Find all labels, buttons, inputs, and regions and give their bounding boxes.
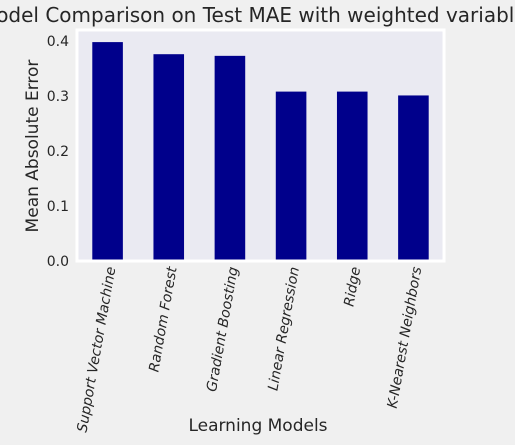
plot-area (77, 30, 444, 261)
x-tick-label: Ridge (341, 266, 364, 308)
bar-ridge (336, 91, 368, 261)
chart-title: Model Comparison on Test MAE with weight… (0, 3, 515, 27)
bars-group (92, 42, 429, 262)
bar-k-nearest-neighbors (398, 95, 429, 261)
y-tick-label: 0.0 (47, 254, 69, 270)
x-axis-label: Learning Models (188, 416, 327, 436)
x-tick-label: K-Nearest Neighbors (385, 266, 426, 410)
x-tick-label: Support Vector Machine (75, 266, 120, 434)
bar-random-forest (153, 54, 185, 262)
bar-linear-regression (275, 91, 307, 261)
x-axis-ticks: Support Vector Machine Random Forest Gradi… (75, 265, 426, 433)
y-tick-label: 0.3 (47, 89, 69, 105)
x-tick-label: Random Forest (146, 265, 180, 373)
y-tick-label: 0.2 (47, 144, 69, 160)
y-tick-label: 0.1 (47, 199, 69, 215)
y-axis-ticks: 0.0 0.1 0.2 0.3 0.4 (47, 34, 69, 270)
y-axis-label: Mean Absolute Error (23, 60, 43, 233)
bar-gradient-boosting (214, 55, 246, 261)
y-tick-label: 0.4 (47, 34, 69, 50)
x-tick-label: Gradient Boosting (204, 266, 242, 394)
bar-support-vector-machine (92, 42, 123, 261)
plot-frame (75, 28, 446, 263)
x-tick-label: Linear Regression (265, 266, 303, 392)
